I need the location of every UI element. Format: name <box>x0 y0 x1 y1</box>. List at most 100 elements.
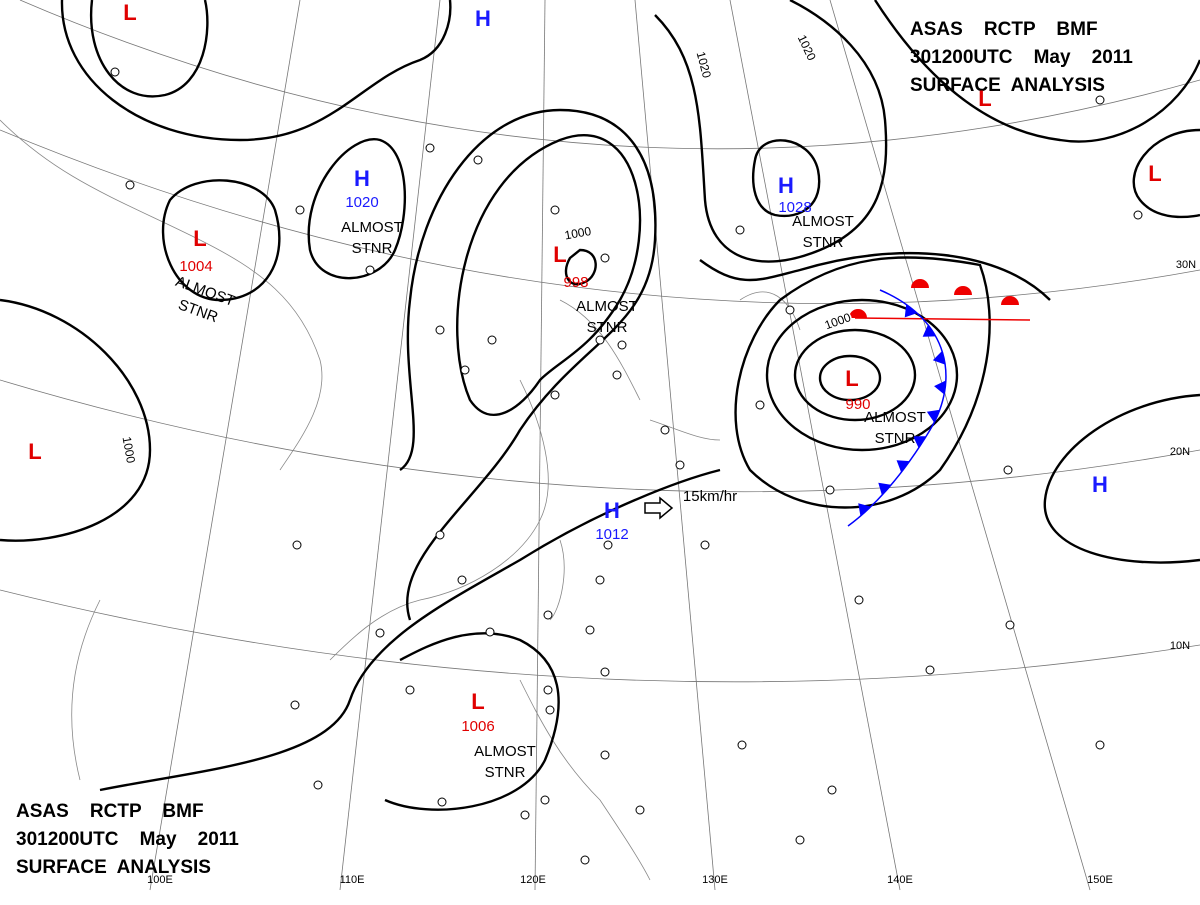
station <box>425 143 435 153</box>
station <box>125 180 135 190</box>
warm-front-symbol <box>849 309 867 318</box>
station <box>295 205 305 215</box>
isobar <box>1132 128 1200 219</box>
cold-front-symbol <box>913 436 927 449</box>
isobar <box>456 134 642 417</box>
isobar <box>307 138 407 280</box>
station <box>612 370 622 380</box>
cold-front-symbol <box>926 409 940 423</box>
warm-front-symbol <box>1001 296 1019 305</box>
isobar <box>399 108 657 621</box>
header-line: SURFACE ANALYSIS <box>16 857 211 878</box>
longitude-label: 150E <box>1087 874 1113 886</box>
station <box>520 810 530 820</box>
station <box>595 335 605 345</box>
coastline <box>0 119 801 881</box>
pressure-value: 990 <box>845 396 870 413</box>
pressure-value: 1004 <box>179 258 212 275</box>
station <box>550 205 560 215</box>
pressure-value: 1006 <box>461 718 494 735</box>
cold-front-symbol <box>858 503 871 517</box>
longitude-label: 100E <box>147 874 173 886</box>
station <box>543 610 553 620</box>
station <box>737 740 747 750</box>
station <box>405 685 415 695</box>
cold-front <box>847 289 947 527</box>
cold-front-symbol <box>878 482 892 496</box>
pressure-symbol: L <box>193 226 206 251</box>
latitude-line <box>0 129 1200 305</box>
station <box>313 780 323 790</box>
motion-note: ALMOSTSTNR <box>166 273 237 330</box>
cold-front-symbol <box>932 350 946 365</box>
pressure-value: 998 <box>563 274 588 291</box>
longitude-line <box>829 0 1091 891</box>
station <box>617 340 627 350</box>
longitude-line <box>729 0 901 891</box>
pressure-symbol: L <box>553 242 566 267</box>
station <box>635 805 645 815</box>
latitude-label: 10N <box>1170 640 1190 652</box>
station <box>435 530 445 540</box>
cold-front-symbol <box>896 460 910 473</box>
isobar <box>161 179 281 302</box>
station <box>290 700 300 710</box>
latitude-line <box>0 379 1200 493</box>
station <box>585 625 595 635</box>
warm-front <box>854 317 1031 321</box>
longitude-line <box>339 0 441 891</box>
station <box>460 365 470 375</box>
isobar <box>564 248 597 286</box>
isobar <box>765 298 959 452</box>
latitude-label: 20N <box>1170 446 1190 458</box>
fronts <box>847 279 1031 527</box>
pressure-symbol: H <box>475 6 491 31</box>
station <box>487 335 497 345</box>
station <box>292 540 302 550</box>
station <box>1095 95 1105 105</box>
station <box>595 575 605 585</box>
station <box>437 797 447 807</box>
station <box>660 425 670 435</box>
pressure-symbol: H <box>604 498 620 523</box>
warm-front-symbol <box>954 286 972 295</box>
pressure-symbol: L <box>978 86 991 111</box>
station <box>457 575 467 585</box>
station <box>755 400 765 410</box>
isobar-label: 1000 <box>563 224 592 242</box>
pressure-symbol: L <box>28 439 41 464</box>
coastlines <box>0 119 801 881</box>
station <box>543 685 553 695</box>
station <box>735 225 745 235</box>
pressure-symbol: L <box>1148 161 1161 186</box>
pressure-symbol: L <box>471 689 484 714</box>
isobar <box>89 0 209 98</box>
header-line: 301200UTC May 2011 <box>910 47 1133 68</box>
station <box>473 155 483 165</box>
station <box>545 705 555 715</box>
station <box>1005 620 1015 630</box>
motion-speed: 15km/hr <box>683 488 737 505</box>
station <box>603 540 613 550</box>
pressure-value: 1028 <box>778 199 811 216</box>
isobar <box>654 0 888 263</box>
station <box>375 628 385 638</box>
header-line: SURFACE ANALYSIS <box>910 75 1105 96</box>
station <box>795 835 805 845</box>
isobar <box>1043 393 1200 564</box>
station <box>1095 740 1105 750</box>
station <box>435 325 445 335</box>
header-line: 301200UTC May 2011 <box>16 829 239 850</box>
pressure-symbol: L <box>845 366 858 391</box>
isobar <box>752 139 821 218</box>
longitude-label: 140E <box>887 874 913 886</box>
station <box>1133 210 1143 220</box>
pressure-value: 1020 <box>345 194 378 211</box>
station <box>700 540 710 550</box>
isobar <box>384 632 560 811</box>
